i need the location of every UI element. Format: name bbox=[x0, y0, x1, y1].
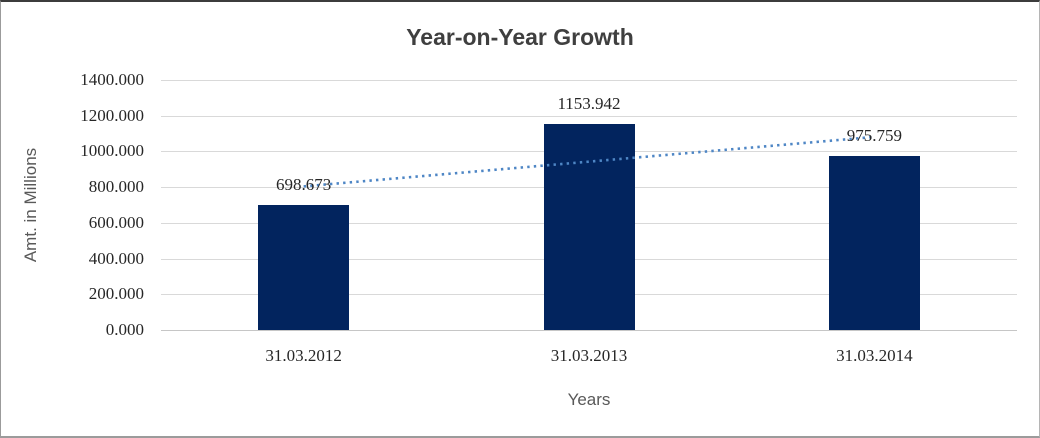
y-axis-title: Amt. in Millions bbox=[21, 147, 40, 263]
y-tick-label: 1200.000 bbox=[80, 105, 144, 125]
x-category-label-31.03.2014: 31.03.2014 bbox=[836, 346, 913, 365]
y-tick-label: 200.000 bbox=[88, 284, 144, 304]
data-label-31.03.2014: 975.759 bbox=[846, 125, 902, 145]
x-category-label-31.03.2013: 31.03.2013 bbox=[550, 346, 628, 365]
gridline-1200 bbox=[161, 115, 1017, 117]
plot-area: 698.673 1153.942 975.759 bbox=[161, 80, 1017, 331]
y-tick-label: 1000.000 bbox=[80, 141, 144, 161]
gridline-0 bbox=[161, 330, 1017, 331]
x-category-label-31.03.2012: 31.03.2012 bbox=[265, 346, 342, 365]
y-tick-label: 0.000 bbox=[105, 320, 144, 339]
data-label-31.03.2013: 1153.942 bbox=[557, 93, 621, 113]
y-axis-tick-labels: 0.000 200.000 400.000 600.000 800.000 1000.00… bbox=[41, 70, 144, 339]
bar-31.03.2012 bbox=[258, 205, 350, 330]
y-tick-label: 800.000 bbox=[88, 177, 144, 197]
y-tick-label: 1400.000 bbox=[80, 70, 144, 89]
trendline bbox=[303, 135, 875, 188]
gridline-1400 bbox=[161, 80, 1017, 81]
bar-31.03.2014 bbox=[828, 155, 920, 330]
y-tick-label: 400.000 bbox=[88, 248, 144, 268]
x-axis-title: Years bbox=[567, 390, 611, 409]
data-label-31.03.2012: 698.673 bbox=[276, 175, 332, 195]
y-tick-label: 600.000 bbox=[88, 212, 144, 232]
chart-title: Year-on-Year Growth bbox=[406, 24, 634, 50]
